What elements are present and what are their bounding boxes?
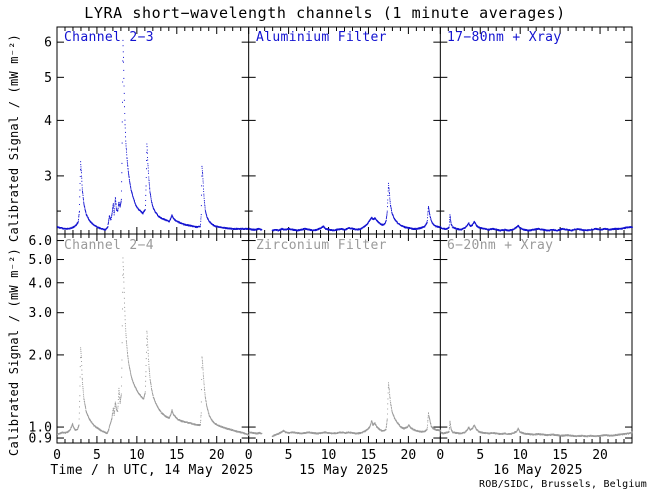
x-tick-label: 10 <box>129 448 145 463</box>
series-channel-2-3-15-May-2025 <box>271 182 442 232</box>
panel-label-zirconium-filter: Zirconium Filter <box>256 238 387 253</box>
x-axis-label-day2: 15 May 2025 <box>299 463 389 478</box>
x-axis-label-day1: Time / h UTC, 14 May 2025 <box>50 463 254 478</box>
x-tick-label: 5 <box>93 448 101 463</box>
series-channel-2-4-15-May-2025 <box>248 431 263 435</box>
x-tick-label: 15 <box>361 448 377 463</box>
y-tick-label: 3.0 <box>29 306 52 321</box>
y-tick-label: 6.0 <box>29 234 52 249</box>
x-tick-label: 15 <box>169 448 185 463</box>
series-channel-2-3-14-May-2025 <box>57 39 250 231</box>
series-channel-2-3-16-May-2025 <box>440 214 633 232</box>
y-tick-label: 3 <box>44 169 52 184</box>
y-tick-label: 5.0 <box>29 253 52 268</box>
x-tick-label: 20 <box>592 448 608 463</box>
series-channel-2-4-14-May-2025 <box>57 257 250 436</box>
panel-label-6-20nm-xray: 6−20nm + Xray <box>447 238 554 253</box>
panel-label-17-80nm-xray: 17−80nm + Xray <box>447 30 562 45</box>
x-tick-label: 0 <box>245 448 253 463</box>
y-axis-label-top-row: Calibrated Signal / (mW m⁻²) <box>7 34 21 242</box>
y-axis-label-bottom-row: Calibrated Signal / (mW m⁻²) <box>7 248 21 456</box>
y-tick-label: 2.0 <box>29 348 52 363</box>
y-tick-label: 4.0 <box>29 276 52 291</box>
figure-title: LYRA short−wavelength channels (1 minute… <box>84 4 566 22</box>
x-tick-label: 0 <box>53 448 61 463</box>
credit-text: ROB/SIDC, Brussels, Belgium <box>479 479 647 490</box>
panel-label-aluminium-filter: Aluminium Filter <box>256 30 387 45</box>
series-channel-2-4-15-May-2025 <box>271 382 442 438</box>
series-channel-2-4-16-May-2025 <box>440 420 633 438</box>
x-axis-label-day3: 16 May 2025 <box>493 463 583 478</box>
panel-label-channel-2-4: Channel 2−4 <box>64 238 154 253</box>
y-tick-label: 0.9 <box>29 432 52 447</box>
x-tick-label: 5 <box>476 448 484 463</box>
x-tick-label: 15 <box>552 448 568 463</box>
y-tick-label: 5 <box>44 71 52 86</box>
y-tick-label: 1.0 <box>29 421 52 436</box>
y-tick-label: 6 <box>44 36 52 51</box>
x-tick-label: 10 <box>321 448 337 463</box>
x-tick-label: 20 <box>209 448 225 463</box>
x-tick-label: 10 <box>512 448 528 463</box>
x-tick-label: 5 <box>285 448 293 463</box>
x-tick-label: 0 <box>436 448 444 463</box>
panel-label-channel-2-3: Channel 2−3 <box>64 30 154 45</box>
series-channel-2-3-15-May-2025 <box>248 227 263 231</box>
y-tick-label: 4 <box>44 114 52 129</box>
x-tick-label: 20 <box>401 448 417 463</box>
